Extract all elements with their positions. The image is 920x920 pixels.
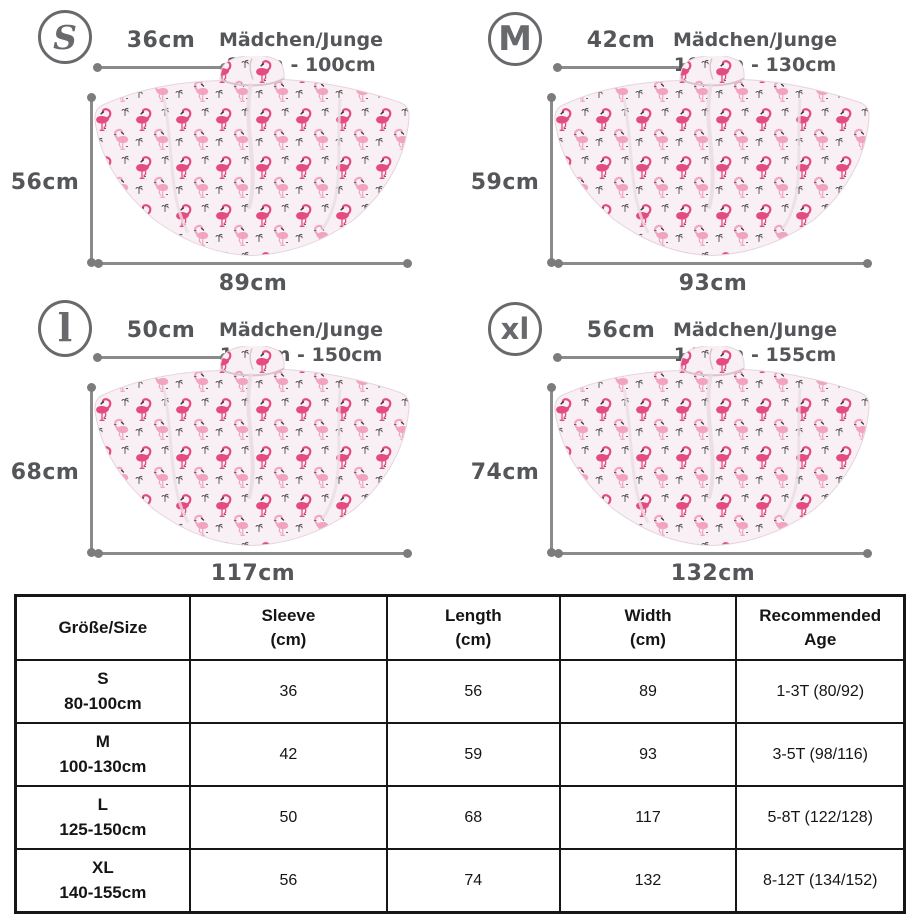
size-code: XL	[92, 857, 114, 877]
size-range: 125-150cm	[59, 819, 147, 839]
sleeve-measure-label: 42cm	[586, 28, 656, 53]
target-group-line1: Mädchen/Junge	[218, 29, 384, 51]
target-group-line1: Mädchen/Junge	[672, 319, 838, 341]
table-row: XL 140-155cm 56 74 132 8-12T (134/152)	[14, 848, 906, 914]
col-header-sleeve: Sleeve (cm)	[188, 594, 389, 661]
size-code: L	[97, 794, 109, 814]
size-range: 100-130cm	[59, 756, 147, 776]
poncho-photo	[552, 346, 872, 548]
age-value: 1-3T (80/92)	[735, 659, 906, 724]
table-row: S 80-100cm 36 56 89 1-3T (80/92)	[14, 659, 906, 724]
target-group-line1: Mädchen/Junge	[672, 29, 838, 51]
size-range: 140-155cm	[59, 882, 147, 902]
size-label-cell: M 100-130cm	[14, 722, 191, 787]
header-text: Width	[624, 606, 672, 626]
poncho-photo	[92, 56, 412, 258]
header-text: Length	[444, 606, 502, 626]
size-label-cell: S 80-100cm	[14, 659, 191, 724]
length-value: 56	[386, 659, 561, 724]
size-code: M	[95, 731, 110, 751]
target-group-line1: Mädchen/Junge	[218, 319, 384, 341]
sleeve-value: 36	[188, 659, 389, 724]
width-value: 132	[558, 848, 738, 914]
size-code: S	[97, 668, 109, 688]
sleeve-measure-label: 56cm	[586, 318, 656, 343]
poncho-photo	[552, 56, 872, 258]
size-label-cell: L 125-150cm	[14, 785, 191, 850]
width-measure-line	[554, 259, 872, 268]
length-value: 68	[386, 785, 561, 850]
size-table: Größe/Size Sleeve (cm) Length (cm) Width…	[14, 594, 906, 914]
width-measure-line	[94, 549, 412, 558]
width-measure-label: 93cm	[678, 271, 748, 296]
header-text: Größe/Size	[58, 618, 148, 638]
header-text: Recommended	[759, 606, 882, 626]
header-text: (cm)	[630, 630, 666, 649]
size-diagram-xl: xl 56cm Mädchen/Junge 140cm - 155cm 74cm…	[460, 290, 920, 586]
length-measure-line	[547, 383, 556, 557]
length-value: 74	[386, 848, 561, 914]
sleeve-value: 56	[188, 848, 389, 914]
length-measure-label: 56cm	[10, 170, 80, 195]
width-value: 93	[558, 722, 738, 787]
sleeve-measure-label: 36cm	[126, 28, 196, 53]
length-measure-line	[87, 383, 96, 557]
col-header-size: Größe/Size	[14, 594, 191, 661]
width-measure-line	[94, 259, 412, 268]
age-value: 8-12T (134/152)	[735, 848, 906, 914]
size-badge: S	[38, 10, 92, 64]
size-badge: l	[38, 300, 92, 357]
sleeve-measure-label: 50cm	[126, 318, 196, 343]
length-value: 59	[386, 722, 561, 787]
size-badge: M	[488, 12, 542, 66]
col-header-width: Width (cm)	[558, 594, 738, 661]
col-header-length: Length (cm)	[386, 594, 561, 661]
col-header-age: Recommended Age	[735, 594, 906, 661]
width-value: 117	[558, 785, 738, 850]
width-measure-label: 132cm	[670, 561, 756, 586]
sleeve-value: 50	[188, 785, 389, 850]
length-measure-label: 68cm	[10, 460, 80, 485]
size-diagram-m: M 42cm Mädchen/Junge 100cm - 130cm 59cm …	[460, 0, 920, 296]
header-text: Age	[804, 630, 837, 649]
table-header-row: Größe/Size Sleeve (cm) Length (cm) Width…	[14, 594, 906, 661]
length-measure-label: 74cm	[470, 460, 540, 485]
sleeve-value: 42	[188, 722, 389, 787]
header-text: Sleeve	[261, 606, 316, 626]
table-row: M 100-130cm 42 59 93 3-5T (98/116)	[14, 722, 906, 787]
size-diagram-l: l 50cm Mädchen/Junge 125cm - 150cm 68cm …	[0, 290, 460, 586]
poncho-photo	[92, 346, 412, 548]
width-measure-label: 89cm	[218, 271, 288, 296]
size-range: 80-100cm	[64, 693, 142, 713]
table-row: L 125-150cm 50 68 117 5-8T (122/128)	[14, 785, 906, 850]
size-badge: xl	[488, 302, 542, 356]
length-measure-line	[87, 93, 96, 267]
width-measure-label: 117cm	[210, 561, 296, 586]
header-text: (cm)	[270, 630, 307, 649]
width-measure-line	[554, 549, 872, 558]
width-value: 89	[558, 659, 738, 724]
length-measure-line	[547, 93, 556, 267]
size-diagram-s: S 36cm Mädchen/Junge 80cm - 100cm 56cm 8…	[0, 0, 460, 296]
header-text: (cm)	[455, 630, 492, 649]
age-value: 5-8T (122/128)	[735, 785, 906, 850]
size-label-cell: XL 140-155cm	[14, 848, 191, 914]
length-measure-label: 59cm	[470, 170, 540, 195]
age-value: 3-5T (98/116)	[735, 722, 906, 787]
